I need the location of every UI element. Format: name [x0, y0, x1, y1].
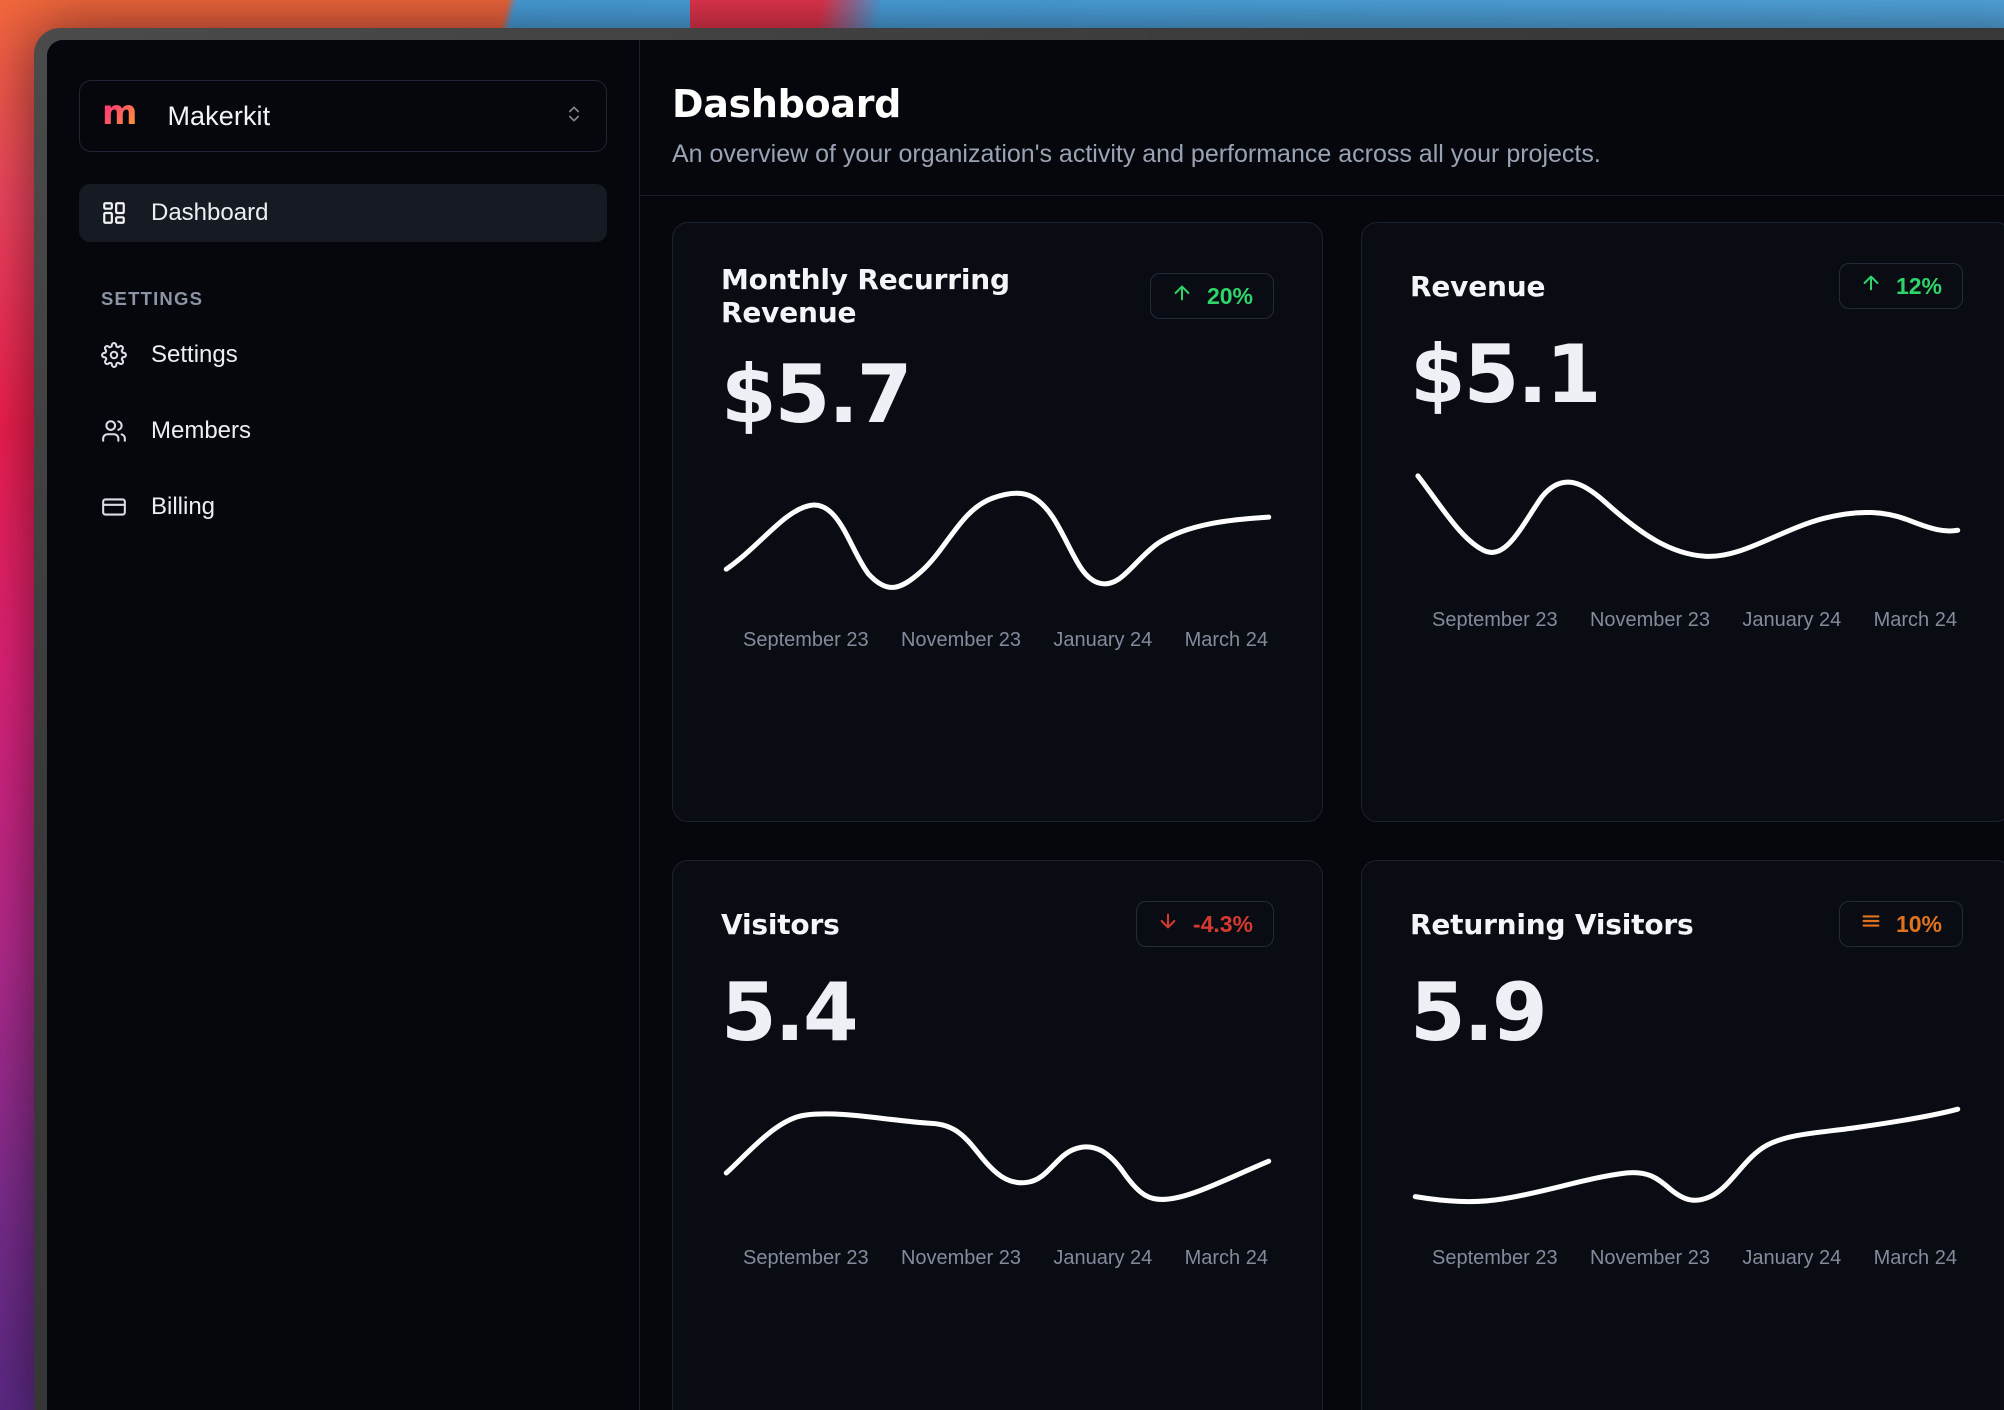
x-tick-label: September 23	[1432, 1247, 1558, 1269]
sidebar-item-billing[interactable]: Billing	[79, 478, 607, 536]
metric-value: 5.4	[721, 966, 859, 1059]
card-header: Visitors -4.3%	[721, 901, 1274, 947]
x-tick-label: November 23	[1589, 1247, 1711, 1269]
stat-card-monthly-recurring-revenue: Monthly Recurring Revenue 20% $5.7 Septe…	[672, 222, 1323, 822]
card-title: Monthly Recurring Revenue	[721, 263, 1010, 329]
x-tick-label: November 23	[900, 629, 1022, 651]
chart-x-axis: September 23 November 23 January 24 Marc…	[721, 629, 1274, 652]
status-badge: 20%	[1149, 273, 1274, 319]
stat-card-revenue: Revenue 12% $5.1 September 23	[1361, 222, 2004, 822]
chevrons-up-down-icon	[564, 98, 584, 135]
sidebar-item-label: Members	[151, 417, 252, 444]
status-badge: -4.3%	[1135, 901, 1274, 947]
card-title: Visitors	[721, 907, 840, 941]
badge-value: -4.3%	[1192, 910, 1253, 937]
stat-card-grid: Monthly Recurring Revenue 20% $5.7 Septe…	[640, 196, 2004, 1410]
badge-value: 20%	[1206, 282, 1253, 309]
card-title: Returning Visitors	[1410, 907, 1694, 941]
makerkit-logo-icon: m	[102, 96, 137, 136]
arrow-down-icon	[1157, 910, 1179, 938]
x-tick-label: November 23	[1589, 609, 1711, 631]
layout-grid-icon	[101, 200, 127, 226]
menu-lines-icon	[1860, 910, 1882, 938]
sidebar-item-members[interactable]: Members	[79, 402, 607, 460]
sidebar-item-label: Settings	[151, 341, 238, 368]
sparkline-chart: September 23 November 23 January 24 Marc…	[1410, 1095, 1963, 1270]
x-tick-label: January 24	[1742, 609, 1842, 631]
metric-value: $5.7	[721, 348, 912, 441]
sparkline-chart: September 23 November 23 January 24 Marc…	[1410, 457, 1963, 632]
sparkline-path-mrr	[721, 477, 1274, 607]
sidebar-section-settings-label: SETTINGS	[101, 288, 204, 309]
stat-card-visitors: Visitors -4.3% 5.4 September 23	[672, 860, 1323, 1410]
chart-x-axis: September 23 November 23 January 24 Marc…	[1410, 1247, 1963, 1270]
users-icon	[101, 418, 127, 444]
badge-value: 12%	[1895, 272, 1942, 299]
x-tick-label: September 23	[743, 629, 869, 651]
credit-card-icon	[101, 494, 127, 520]
sidebar-item-dashboard[interactable]: Dashboard	[79, 184, 607, 242]
x-tick-label: March 24	[1184, 1247, 1268, 1269]
page-title: Dashboard	[672, 82, 902, 126]
status-badge: 12%	[1838, 263, 1963, 309]
badge-value: 10%	[1895, 910, 1942, 937]
app-window: m Makerkit Dashboard	[47, 40, 2004, 1410]
stat-card-returning-visitors: Returning Visitors 10% 5.9 September 23	[1361, 860, 2004, 1410]
sparkline-path-revenue	[1410, 457, 1963, 587]
sparkline-chart: September 23 November 23 January 24 Marc…	[721, 1095, 1274, 1270]
sidebar-nav: Dashboard SETTINGS Settings	[47, 184, 639, 554]
status-badge: 10%	[1838, 901, 1963, 947]
metric-value: 5.9	[1410, 966, 1548, 1059]
chart-x-axis: September 23 November 23 January 24 Marc…	[721, 1247, 1274, 1270]
x-tick-label: January 24	[1053, 1247, 1153, 1269]
x-tick-label: November 23	[900, 1247, 1022, 1269]
organization-name: Makerkit	[167, 100, 271, 131]
gear-icon	[101, 342, 127, 368]
x-tick-label: January 24	[1742, 1247, 1842, 1269]
sidebar-item-settings[interactable]: Settings	[79, 326, 607, 384]
card-header: Returning Visitors 10%	[1410, 901, 1963, 947]
card-header: Revenue 12%	[1410, 263, 1963, 309]
metric-value: $5.1	[1410, 328, 1601, 421]
window-bezel: m Makerkit Dashboard	[34, 28, 2004, 1410]
sparkline-path-visitors	[721, 1095, 1274, 1225]
arrow-up-icon	[1860, 272, 1882, 300]
page-header: Dashboard An overview of your organizati…	[640, 40, 2004, 196]
main-content: Dashboard An overview of your organizati…	[640, 40, 2004, 1410]
x-tick-label: September 23	[743, 1247, 869, 1269]
organization-switcher[interactable]: m Makerkit	[79, 80, 607, 152]
sidebar-item-label: Billing	[151, 493, 216, 520]
sidebar: m Makerkit Dashboard	[47, 40, 640, 1410]
chart-x-axis: September 23 November 23 January 24 Marc…	[1410, 609, 1963, 632]
card-header: Monthly Recurring Revenue 20%	[721, 263, 1274, 329]
sidebar-item-label: Dashboard	[151, 199, 269, 226]
x-tick-label: March 24	[1184, 629, 1268, 651]
arrow-up-icon	[1171, 282, 1193, 310]
sparkline-chart: September 23 November 23 January 24 Marc…	[721, 477, 1274, 652]
x-tick-label: September 23	[1432, 609, 1558, 631]
page-subtitle: An overview of your organization's activ…	[672, 140, 1601, 168]
sparkline-path-returning	[1410, 1095, 1963, 1225]
x-tick-label: January 24	[1053, 629, 1153, 651]
x-tick-label: March 24	[1873, 1247, 1957, 1269]
card-title: Revenue	[1410, 269, 1546, 303]
x-tick-label: March 24	[1873, 609, 1957, 631]
